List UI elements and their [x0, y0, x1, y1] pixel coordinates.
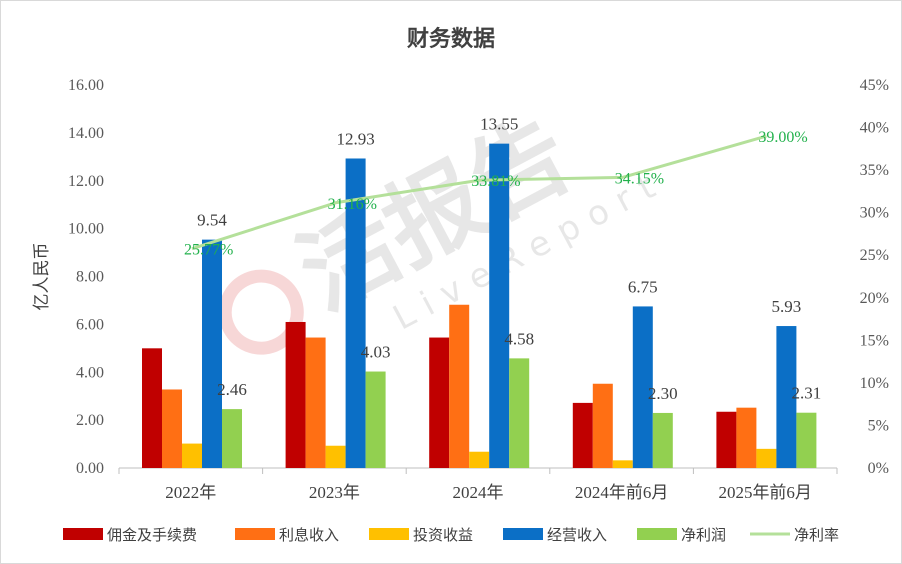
category-label: 2024年 — [453, 483, 504, 502]
bar — [509, 358, 530, 468]
bar — [142, 348, 162, 468]
bar — [449, 304, 470, 468]
left-tick-label: 10.00 — [68, 221, 104, 238]
bar-data-label: 2.31 — [792, 384, 822, 403]
legend-swatch — [637, 528, 677, 540]
category-label: 2024年前6月 — [575, 483, 669, 502]
right-tick-label: 25% — [860, 247, 889, 264]
left-tick-label: 4.00 — [76, 364, 104, 381]
bar — [632, 306, 653, 468]
right-axis-ticks: 0% 5% 10% 15% 20% 25% 30% 35% 40% 45% — [860, 77, 889, 477]
bar — [652, 412, 673, 468]
legend-swatch — [369, 528, 409, 540]
legend: 佣金及手续费 利息收入 投资收益 经营收入 净利润 净利率 — [63, 526, 839, 544]
right-tick-label: 5% — [868, 417, 889, 434]
right-tick-label: 20% — [860, 290, 889, 307]
bar — [489, 143, 510, 468]
bar — [469, 451, 490, 468]
bar — [612, 460, 633, 468]
bar — [592, 383, 613, 468]
bar — [572, 402, 593, 468]
bar — [162, 389, 182, 468]
bar — [776, 326, 797, 468]
category-label: 2022年 — [165, 483, 216, 502]
left-tick-label: 12.00 — [68, 173, 104, 190]
y-axis-label: 亿人民币 — [32, 243, 52, 311]
bar — [285, 321, 306, 468]
right-tick-label: 45% — [860, 77, 889, 94]
right-tick-label: 0% — [868, 460, 889, 477]
legend-swatch — [235, 528, 275, 540]
line-data-label: 34.15% — [615, 170, 664, 187]
line-data-label: 25.77% — [184, 242, 233, 259]
right-tick-label: 15% — [860, 332, 889, 349]
left-tick-label: 2.00 — [76, 412, 104, 429]
left-tick-label: 0.00 — [76, 460, 104, 477]
line-data-label: 39.00% — [758, 129, 807, 146]
bar — [222, 409, 242, 468]
bar — [202, 239, 222, 468]
legend-label: 投资收益 — [413, 526, 473, 544]
bar-data-label: 2.30 — [648, 384, 678, 403]
right-tick-label: 10% — [860, 375, 889, 392]
bar-data-label: 5.93 — [772, 297, 802, 316]
bar — [796, 412, 817, 468]
line-series — [191, 134, 767, 251]
right-tick-label: 35% — [860, 162, 889, 179]
line-data-label: 33.81% — [471, 173, 520, 190]
bar-series — [142, 143, 817, 468]
left-tick-label: 14.00 — [68, 125, 104, 142]
category-label: 2023年 — [309, 483, 360, 502]
bar-data-label: 4.58 — [504, 329, 534, 348]
bar — [325, 445, 346, 468]
legend-label: 净利率 — [794, 526, 839, 544]
bar — [716, 411, 737, 468]
chart-title: 财务数据 — [407, 26, 495, 52]
category-axis: 2022年 2023年 2024年 2024年前6月 2025年前6月 — [118, 468, 838, 502]
right-tick-label: 30% — [860, 205, 889, 222]
legend-swatch — [63, 528, 103, 540]
net-margin-line — [191, 134, 767, 251]
line-data-label: 31.16% — [328, 196, 377, 213]
left-axis-ticks: 0.00 2.00 4.00 6.00 8.00 10.00 12.00 14.00 16.00 — [68, 77, 104, 477]
bar — [305, 337, 326, 468]
bar-data-label: 6.75 — [628, 277, 658, 296]
bar-data-label: 12.93 — [336, 129, 374, 148]
bar-data-label: 13.55 — [480, 115, 518, 134]
right-tick-label: 40% — [860, 120, 889, 137]
legend-label: 净利润 — [681, 526, 726, 544]
legend-label: 佣金及手续费 — [107, 526, 197, 544]
bar — [182, 443, 202, 468]
bar — [756, 448, 777, 468]
legend-label: 利息收入 — [279, 526, 339, 544]
legend-swatch — [503, 528, 543, 540]
legend-label: 经营收入 — [547, 526, 607, 544]
left-tick-label: 6.00 — [76, 316, 104, 333]
bar — [345, 158, 366, 468]
bar-data-label: 4.03 — [361, 343, 391, 362]
bar-data-label: 2.46 — [217, 380, 247, 399]
left-tick-label: 8.00 — [76, 269, 104, 286]
bar — [365, 371, 386, 468]
bar — [736, 407, 757, 468]
watermark-logo-icon — [218, 269, 304, 355]
left-tick-label: 16.00 — [68, 77, 104, 94]
bar-data-label: 9.54 — [197, 211, 227, 230]
bar — [429, 337, 450, 468]
data-labels: 9.54 12.93 13.55 6.75 5.93 2.46 4.03 4.58 2.30 2.… — [184, 115, 821, 403]
category-label: 2025年前6月 — [718, 483, 812, 502]
